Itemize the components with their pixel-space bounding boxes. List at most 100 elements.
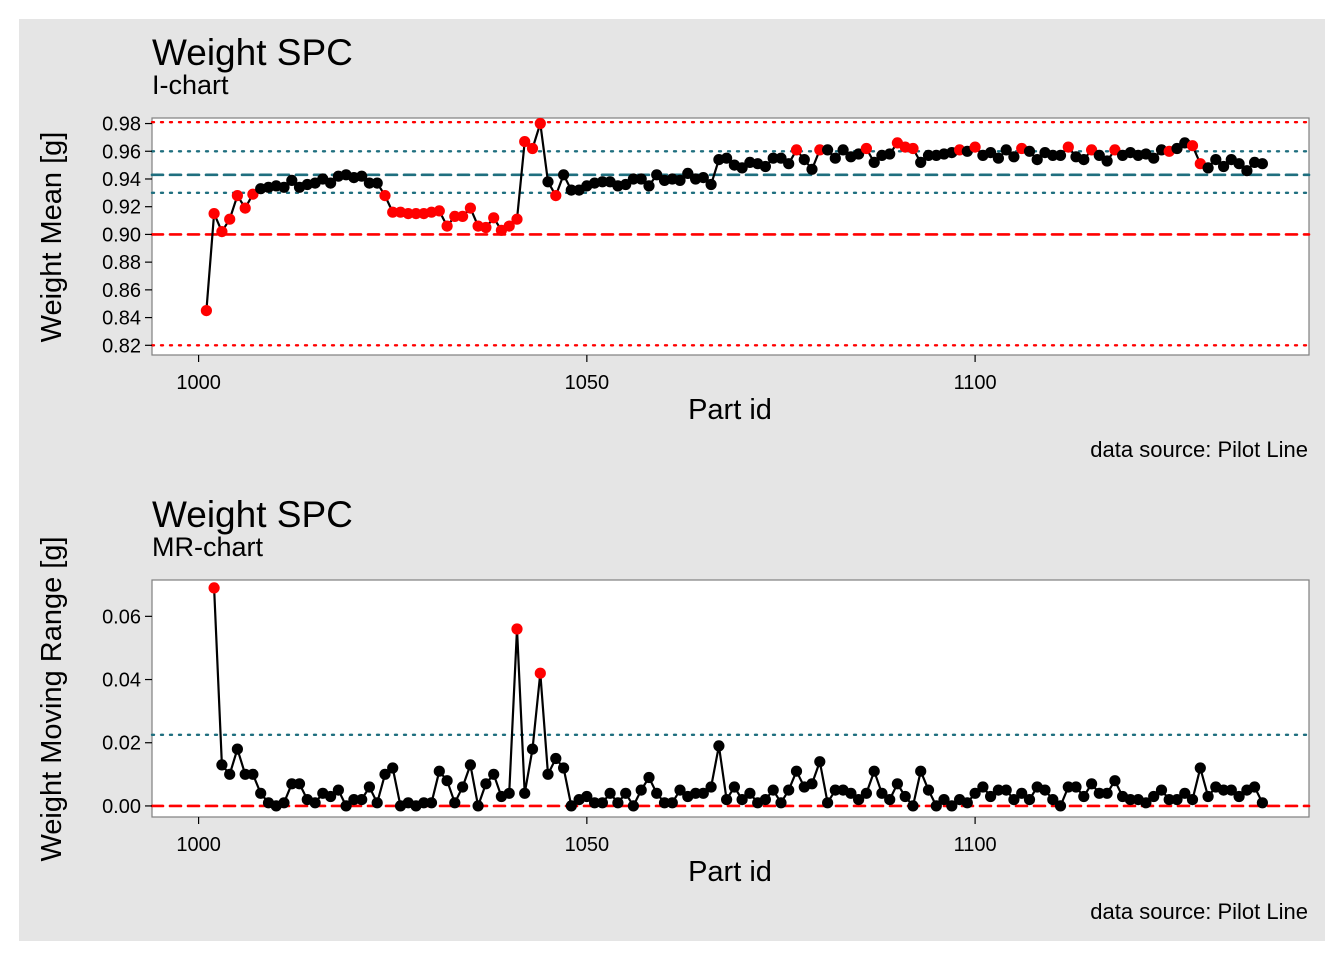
i-chart-y-tick-label: 0.84 [102, 308, 141, 330]
mr-chart-point-1082 [829, 784, 841, 796]
i-chart-point-1065 [697, 172, 709, 184]
i-chart-point-1058 [643, 180, 655, 192]
mr-chart-point-1068 [721, 794, 733, 806]
i-chart-subtitle: I-chart [152, 70, 229, 100]
i-chart-point-1012 [286, 174, 298, 186]
mr-chart-caption: data source: Pilot Line [1090, 899, 1308, 924]
i-chart-point-1093 [915, 156, 927, 168]
mr-chart-y-label: Weight Moving Range [g] [36, 536, 68, 861]
mr-chart-control-lines [150, 733, 1311, 808]
mr-chart-point-1006 [239, 768, 251, 780]
i-chart-point-1003 [216, 226, 228, 238]
mr-chart-point-1084 [845, 787, 857, 799]
i-chart-point-1077 [790, 144, 803, 156]
mr-chart-point-1085 [853, 794, 865, 806]
mr-chart-y-tick-label: 0.02 [102, 733, 141, 755]
i-chart-point-1056 [627, 173, 640, 185]
mr-chart-point-1120 [1124, 794, 1136, 806]
mr-chart-point-1020 [348, 794, 360, 806]
i-chart-point-1110 [1047, 149, 1059, 161]
i-chart-point-1038 [488, 212, 500, 224]
mr-chart-point-1105 [1008, 794, 1020, 806]
mr-chart-y-tick-label: 0.06 [102, 606, 141, 628]
i-chart-point-1023 [371, 177, 383, 189]
i-chart-y-label: Weight Mean [g] [36, 132, 68, 343]
mr-chart-point-1095 [930, 800, 942, 812]
i-chart-point-1102 [985, 147, 997, 159]
mr-chart-point-1024 [379, 768, 391, 780]
i-chart-point-1066 [705, 178, 717, 191]
i-chart-point-1107 [1023, 145, 1036, 157]
mr-chart-point-1064 [690, 787, 702, 799]
mr-chart-point-1048 [565, 800, 577, 812]
mr-chart-point-1005 [231, 743, 243, 755]
mr-chart-point-1053 [604, 787, 616, 799]
i-chart-title: Weight SPC [152, 32, 353, 73]
i-chart-point-1134 [1233, 158, 1245, 170]
i-chart-point-1126 [1171, 142, 1183, 155]
mr-chart-point-1087 [868, 765, 880, 777]
i-chart-point-1034 [457, 210, 469, 222]
i-chart-point-1057 [635, 173, 647, 185]
mr-chart: Weight SPC MR-chart 0.00 0.02 0.04 0.06 100… [36, 494, 1311, 924]
i-chart-point-1083 [837, 144, 849, 156]
mr-chart-point-1136 [1249, 781, 1261, 793]
i-chart-point-1004 [224, 213, 236, 225]
mr-chart-point-1002 [208, 582, 220, 594]
mr-chart-point-1017 [325, 790, 337, 803]
mr-chart-point-1058 [643, 771, 655, 784]
mr-chart-point-1056 [627, 800, 640, 812]
mr-chart-series [208, 582, 1268, 812]
mr-chart-point-1089 [884, 794, 896, 806]
i-chart-point-1037 [480, 221, 492, 234]
i-chart-point-1089 [884, 148, 896, 160]
i-chart-y-tick-label: 0.96 [102, 141, 141, 163]
i-chart-point-1103 [992, 152, 1005, 164]
mr-chart-title: Weight SPC [152, 494, 353, 535]
mr-chart-point-1043 [526, 743, 539, 755]
mr-chart-point-1097 [946, 800, 958, 812]
mr-chart-point-1094 [922, 784, 935, 796]
mr-chart-point-1061 [666, 797, 678, 809]
i-chart-point-1123 [1148, 152, 1160, 164]
i-chart-point-1063 [682, 167, 694, 179]
i-chart-y-axis: 0.82 0.84 0.86 0.88 0.90 0.92 0.94 0.96 0.98 [102, 114, 152, 357]
mr-chart-point-1088 [876, 787, 888, 799]
mr-chart-x-label: Part id [688, 856, 772, 888]
mr-chart-point-1042 [519, 787, 531, 799]
mr-chart-point-1037 [480, 778, 492, 790]
i-chart-point-1059 [651, 169, 663, 181]
mr-chart-point-1065 [697, 787, 709, 799]
i-chart-point-1022 [363, 177, 375, 189]
i-chart-point-1128 [1186, 140, 1199, 152]
i-chart-point-1032 [441, 220, 453, 232]
mr-chart-point-1102 [985, 790, 997, 803]
mr-chart-point-1100 [969, 787, 981, 799]
mr-chart-point-1008 [255, 787, 267, 799]
mr-chart-point-1050 [581, 790, 593, 803]
mr-chart-point-1055 [620, 787, 632, 799]
mr-chart-subtitle: MR-chart [152, 532, 264, 562]
mr-chart-point-1034 [457, 781, 469, 793]
i-chart-caption: data source: Pilot Line [1090, 437, 1308, 462]
mr-chart-point-1099 [961, 797, 973, 809]
mr-chart-point-1080 [814, 756, 826, 768]
mr-chart-point-1035 [464, 759, 476, 771]
mr-chart-point-1038 [488, 768, 500, 780]
i-chart-point-1076 [783, 158, 795, 170]
mr-chart-point-1031 [433, 765, 445, 777]
mr-chart-point-1128 [1186, 794, 1199, 806]
i-chart-point-1073 [759, 160, 772, 173]
mr-chart-point-1036 [472, 800, 484, 812]
i-chart-point-1035 [464, 202, 476, 214]
mr-chart-point-1054 [612, 797, 624, 809]
i-chart-point-1017 [325, 177, 337, 189]
mr-chart-point-1022 [363, 781, 375, 793]
mr-chart-point-1030 [425, 797, 438, 809]
mr-chart-point-1046 [550, 752, 562, 765]
mr-chart-point-1013 [293, 778, 306, 790]
i-chart-point-1117 [1101, 155, 1113, 167]
mr-chart-point-1070 [736, 794, 748, 806]
i-chart-point-1112 [1062, 141, 1074, 153]
i-chart-point-1033 [449, 210, 461, 222]
